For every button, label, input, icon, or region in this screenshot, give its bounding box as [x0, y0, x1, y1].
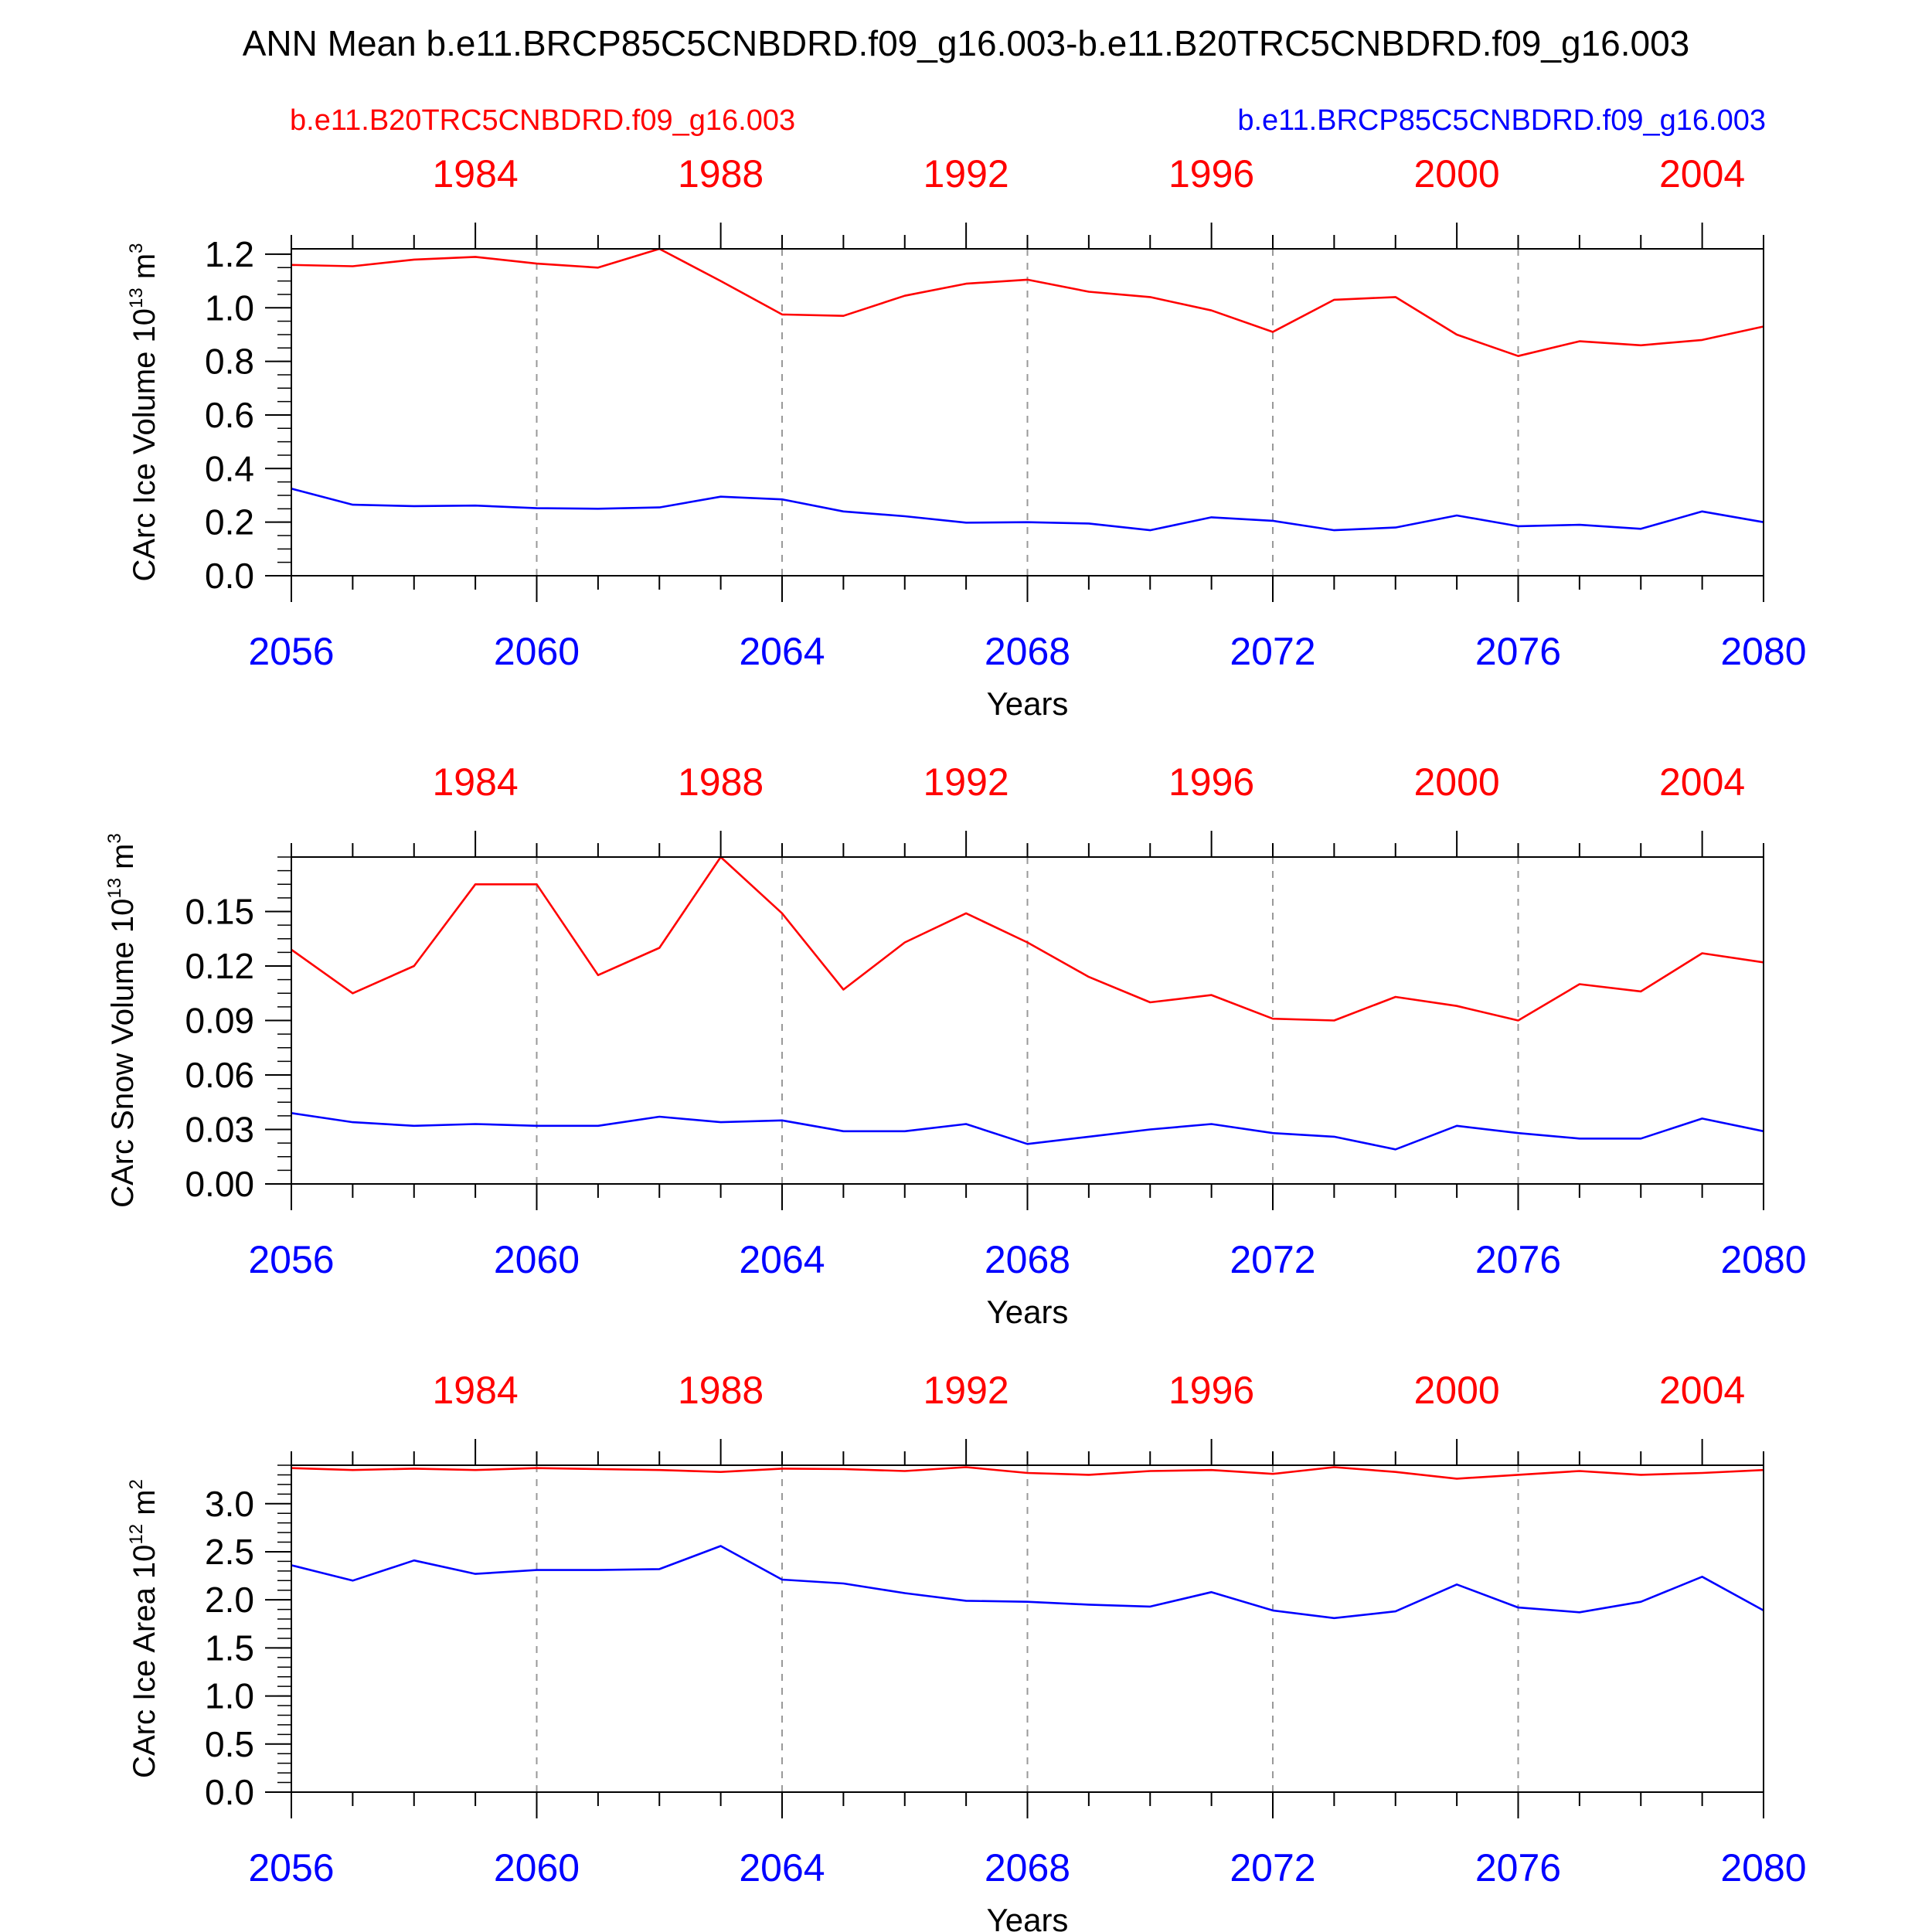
x-bottom-tick-label: 2056: [248, 1238, 334, 1281]
series-line-red: [291, 247, 1764, 358]
x-bottom-tick-label: 2080: [1720, 630, 1806, 673]
y-tick-label: 0.0: [205, 1772, 254, 1812]
panels: 0.0 0.2 0.4 0.6 0.8 1.0 1.2 2056 2060 2064 2068 207…: [104, 152, 1807, 1932]
x-bottom-tick-label: 2064: [739, 1238, 825, 1281]
chart-panel-1: 0.0 0.2 0.4 0.6 0.8 1.0 1.2 2056 2060 2064 2068 207…: [126, 152, 1807, 722]
x-top-tick-label: 1984: [433, 1369, 519, 1412]
y-tick-label: 1.2: [205, 234, 254, 274]
x-axis-label: Years: [987, 1902, 1069, 1932]
x-bottom-tick-label: 2080: [1720, 1846, 1806, 1889]
y-tick-label: 0.06: [185, 1055, 254, 1095]
x-axis-label: Years: [987, 685, 1069, 722]
x-bottom-tick-label: 2072: [1230, 1846, 1315, 1889]
x-bottom-tick-label: 2056: [248, 1846, 334, 1889]
y-tick-label: 0.00: [185, 1164, 254, 1204]
x-bottom-tick-label: 2076: [1475, 630, 1561, 673]
x-bottom-tick-label: 2080: [1720, 1238, 1806, 1281]
x-bottom-tick-label: 2072: [1230, 630, 1315, 673]
x-top-tick-label: 2000: [1414, 1369, 1500, 1412]
chart-panel-2: 0.00 0.03 0.06 0.09 0.12 0.15 2056 2060 2064 2068…: [104, 760, 1807, 1330]
x-top-tick-label: 1992: [923, 152, 1009, 196]
y-tick-label: 0.4: [205, 448, 254, 488]
y-tick-label: 0.8: [205, 342, 254, 382]
y-tick-label: 0.0: [205, 556, 254, 596]
x-bottom-tick-label: 2056: [248, 630, 334, 673]
y-tick-label: 2.0: [205, 1580, 254, 1620]
series-line-red: [291, 1466, 1764, 1480]
y-axis-label: CArc Ice Volume 1013 m3: [126, 243, 162, 582]
x-top-tick-label: 2004: [1659, 1369, 1745, 1412]
x-top-tick-label: 1984: [433, 760, 519, 804]
x-top-tick-label: 1996: [1168, 152, 1254, 196]
plot-frame: [291, 248, 1764, 577]
series-line-red: [291, 855, 1764, 1022]
x-bottom-tick-label: 2076: [1475, 1846, 1561, 1889]
y-tick-label: 1.0: [205, 1676, 254, 1716]
y-tick-label: 0.12: [185, 946, 254, 986]
x-bottom-tick-label: 2076: [1475, 1238, 1561, 1281]
x-top-tick-label: 1988: [678, 1369, 764, 1412]
x-top-tick-label: 2004: [1659, 152, 1745, 196]
x-bottom-tick-label: 2064: [739, 630, 825, 673]
x-top-tick-label: 1992: [923, 1369, 1009, 1412]
series-line-blue: [291, 488, 1764, 532]
series-line-blue: [291, 1112, 1764, 1151]
x-bottom-tick-label: 2060: [494, 1846, 580, 1889]
plot-frame: [291, 856, 1764, 1185]
x-bottom-tick-label: 2068: [985, 1846, 1070, 1889]
y-tick-label: 0.2: [205, 502, 254, 543]
x-bottom-tick-label: 2060: [494, 1238, 580, 1281]
y-tick-label: 1.0: [205, 287, 254, 328]
y-tick-label: 0.6: [205, 395, 254, 435]
x-top-tick-label: 1984: [433, 152, 519, 196]
plot-frame: [291, 1464, 1764, 1793]
x-axis-label: Years: [987, 1294, 1069, 1330]
y-tick-label: 0.09: [185, 1001, 254, 1041]
figure-title: ANN Mean b.e11.BRCP85C5CNBDRD.f09_g16.00…: [243, 23, 1690, 63]
y-axis-label: CArc Snow Volume 1013 m3: [104, 833, 140, 1208]
y-tick-label: 2.5: [205, 1532, 254, 1572]
y-axis-label: CArc Ice Area 1012 m2: [126, 1479, 162, 1778]
x-top-tick-label: 1988: [678, 760, 764, 804]
legend-red-label: b.e11.B20TRC5CNBDRD.f09_g16.003: [290, 104, 795, 137]
series-line-blue: [291, 1545, 1764, 1620]
x-top-tick-label: 1996: [1168, 760, 1254, 804]
legend-blue-label: b.e11.BRCP85C5CNBDRD.f09_g16.003: [1237, 104, 1766, 137]
x-bottom-tick-label: 2068: [985, 630, 1070, 673]
chart-panel-3: 0.0 0.5 1.0 1.5 2.0 2.5 3.0 2056 2060 2064 2068 207…: [126, 1369, 1807, 1932]
x-top-tick-label: 2000: [1414, 152, 1500, 196]
y-tick-label: 0.03: [185, 1110, 254, 1150]
x-bottom-tick-label: 2060: [494, 630, 580, 673]
y-tick-label: 1.5: [205, 1628, 254, 1668]
x-top-tick-label: 2000: [1414, 760, 1500, 804]
x-top-tick-label: 1992: [923, 760, 1009, 804]
x-top-tick-label: 1996: [1168, 1369, 1254, 1412]
x-bottom-tick-label: 2072: [1230, 1238, 1315, 1281]
x-bottom-tick-label: 2064: [739, 1846, 825, 1889]
x-top-tick-label: 2004: [1659, 760, 1745, 804]
x-top-tick-label: 1988: [678, 152, 764, 196]
y-tick-label: 3.0: [205, 1484, 254, 1524]
y-tick-label: 0.15: [185, 892, 254, 932]
x-bottom-tick-label: 2068: [985, 1238, 1070, 1281]
y-tick-label: 0.5: [205, 1724, 254, 1764]
